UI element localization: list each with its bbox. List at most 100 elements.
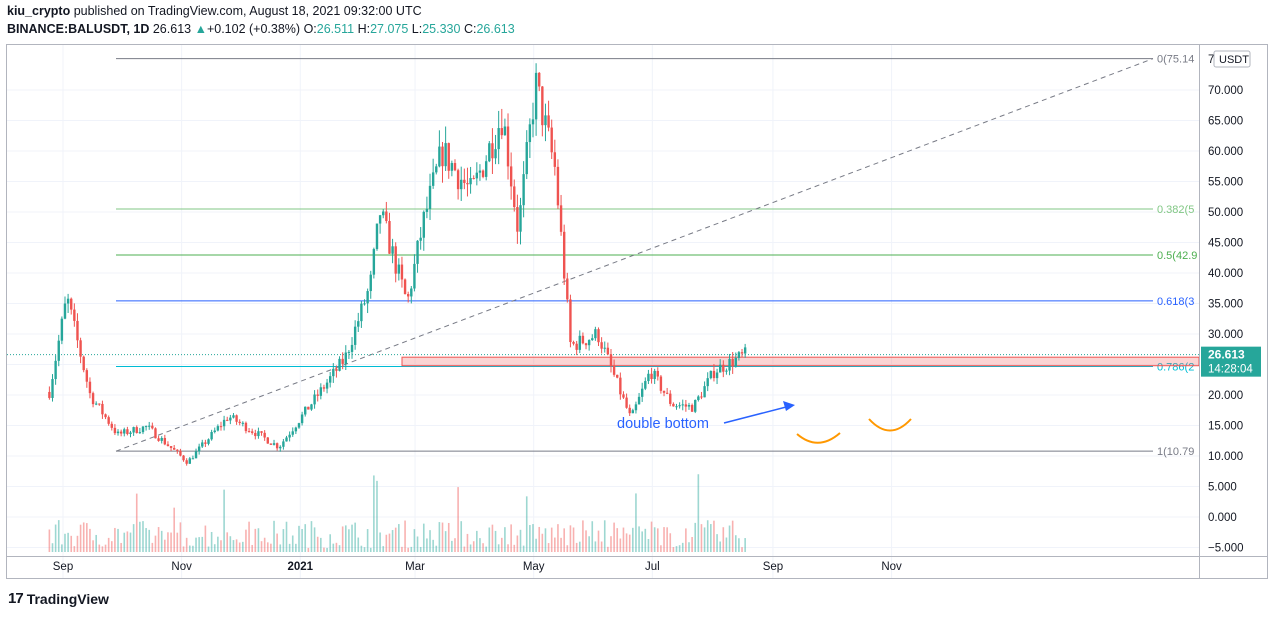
volume-bar (64, 533, 66, 552)
x-tick-label: Nov (881, 561, 902, 573)
volume-bar (594, 541, 597, 552)
volume-bar (201, 536, 204, 552)
candle-body (226, 419, 229, 421)
volume-bar (266, 542, 269, 552)
volume-bar (422, 523, 425, 552)
currency-box (1213, 50, 1251, 68)
high-value: 27.075 (370, 22, 409, 36)
candle-body (665, 392, 669, 394)
volume-bar (369, 547, 372, 552)
candle-body (453, 163, 457, 171)
candle-body (616, 374, 619, 378)
candle-body (547, 115, 550, 128)
y-tick-label: 20.000 (1208, 390, 1243, 402)
volume-bar (73, 546, 76, 552)
candle-body (491, 143, 494, 159)
candle-body (269, 443, 273, 445)
volume-bar (391, 530, 394, 552)
candle-body (544, 115, 547, 126)
volume-bar (744, 538, 746, 552)
volume-bar (326, 547, 328, 552)
candle-body (85, 370, 89, 382)
volume-bar (48, 529, 51, 552)
volume-bar (310, 521, 313, 552)
volume-bar (198, 537, 200, 552)
candle-body (275, 443, 279, 449)
volume-bar (79, 524, 82, 552)
candle-body (581, 335, 585, 344)
candle-body (272, 443, 276, 445)
tv-logo-text: TradingView (26, 590, 109, 607)
candle-body (488, 143, 491, 162)
volume-bar (613, 522, 615, 552)
volume-bar (329, 534, 331, 552)
candle-body (640, 388, 644, 397)
volume-bar (142, 521, 144, 552)
volume-bar (376, 480, 378, 552)
candle-body (176, 449, 179, 451)
volume-bar (344, 525, 347, 552)
candle-body (160, 437, 163, 441)
volume-bar (479, 538, 481, 552)
symbol-info: BINANCE:BALUSDT, 1D 26.613 ▲+0.102 (+0.3… (7, 22, 515, 36)
candle-body (129, 432, 132, 434)
candle-body (154, 428, 157, 439)
candle-body (344, 352, 347, 364)
candle-body (372, 249, 376, 275)
candle-body (382, 211, 385, 216)
volume-bar (625, 533, 628, 552)
candle-body (366, 291, 369, 304)
candle-body (410, 288, 413, 297)
candle-body (659, 376, 663, 391)
volume-bar (307, 547, 310, 552)
volume-bar (703, 527, 706, 552)
volume-bar (110, 541, 113, 552)
volume-bar (660, 545, 662, 552)
candle-body (197, 446, 201, 452)
candle-body (653, 370, 656, 380)
volume-bar (298, 525, 300, 552)
volume-bar (151, 542, 154, 552)
volume-bar (563, 528, 565, 552)
candle-body (322, 387, 326, 389)
candle-body (484, 161, 488, 177)
volume-bar (731, 520, 734, 552)
volume-bar (98, 544, 101, 552)
volume-bar (681, 542, 684, 552)
volume-bar (454, 538, 456, 552)
y-tick-label: 45.000 (1208, 238, 1243, 250)
candle-body (222, 419, 226, 427)
fib-level-label: 0.786(2 (1157, 362, 1194, 374)
volume-bar (89, 528, 91, 552)
volume-bar (213, 544, 216, 552)
volume-bar (491, 524, 494, 552)
volume-bar (363, 547, 366, 552)
candle-body (400, 264, 404, 280)
volume-bar (104, 544, 107, 552)
volume-bar (226, 532, 229, 552)
candle-body (690, 405, 694, 412)
candle-body (378, 215, 382, 224)
volume-bar (513, 544, 516, 552)
candle-body (54, 360, 57, 380)
candle-body (357, 321, 360, 327)
volume-bar (504, 527, 506, 552)
chart-frame[interactable] (6, 44, 1268, 579)
candle-body (363, 303, 366, 305)
volume-bar (432, 539, 434, 552)
volume-bar (628, 534, 631, 552)
low-label: L: (411, 22, 423, 36)
candle-body (675, 406, 678, 408)
x-tick-label: Nov (171, 561, 192, 573)
volume-bar (632, 527, 634, 552)
candle-body (91, 393, 95, 405)
candle-body (628, 407, 631, 414)
candle-body (569, 299, 572, 343)
volume-bar (544, 528, 547, 552)
candle-body (556, 166, 560, 206)
volume-bar (588, 536, 590, 552)
volume-bar (516, 535, 519, 552)
volume-bar (54, 524, 57, 552)
price-badge-value: 26.613 (1208, 348, 1245, 362)
